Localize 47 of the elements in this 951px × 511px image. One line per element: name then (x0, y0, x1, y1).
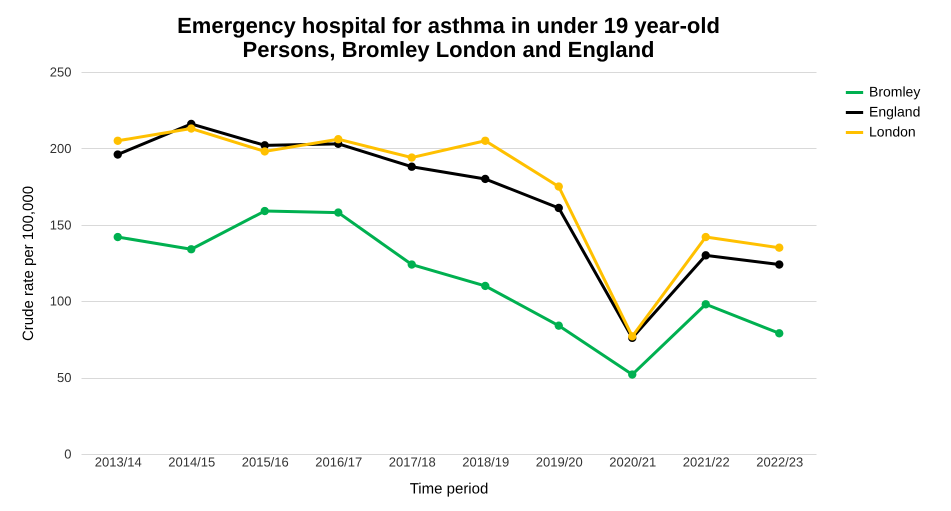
point (554, 204, 563, 212)
x-tick-label: 2015/16 (242, 454, 289, 470)
x-axis-title: Time period (410, 480, 488, 498)
x-tick-label: 2021/22 (682, 454, 730, 470)
point (702, 232, 710, 242)
point (187, 245, 196, 254)
point (408, 153, 416, 162)
point (260, 206, 269, 216)
y-tick-label: 0 (64, 446, 72, 462)
legend-label: London (869, 124, 916, 140)
point (481, 282, 490, 290)
point (775, 329, 784, 338)
y-tick-label: 150 (50, 217, 72, 232)
point (114, 150, 122, 159)
x-tick-label: 2014/15 (168, 454, 216, 470)
x-tick-label: 2017/18 (388, 454, 436, 470)
x-tick-label: 2016/17 (315, 454, 362, 470)
point (481, 136, 490, 145)
point (334, 135, 342, 144)
point (408, 260, 416, 269)
point (114, 232, 122, 242)
point (114, 136, 122, 145)
y-tick-label: 200 (50, 140, 72, 156)
point (775, 260, 784, 269)
y-axis-title: Crude rate per 100,000 (20, 186, 37, 342)
y-tick-label: 250 (50, 64, 72, 80)
point (408, 162, 416, 171)
point (628, 370, 636, 379)
legend-label: Bromley (869, 84, 920, 100)
legend-label: England (869, 104, 920, 120)
x-tick-label: 2013/14 (94, 454, 142, 470)
point (260, 147, 269, 156)
x-tick-label: 2019/20 (536, 454, 583, 470)
point (334, 208, 342, 217)
point (554, 182, 563, 191)
point (775, 244, 784, 252)
x-tick-label: 2020/21 (609, 454, 656, 470)
point (481, 174, 490, 184)
y-tick-label: 50 (57, 370, 72, 386)
chart-title: Emergency hospital for asthma in under 19 year-old Persons, Bromley London and England (177, 13, 720, 62)
point (702, 251, 710, 260)
x-tick-label: 2018/19 (462, 454, 510, 470)
point (187, 124, 196, 133)
x-tick-label: 2022/23 (756, 454, 804, 470)
point (702, 300, 710, 308)
y-tick-label: 100 (50, 294, 72, 309)
point (554, 321, 563, 330)
